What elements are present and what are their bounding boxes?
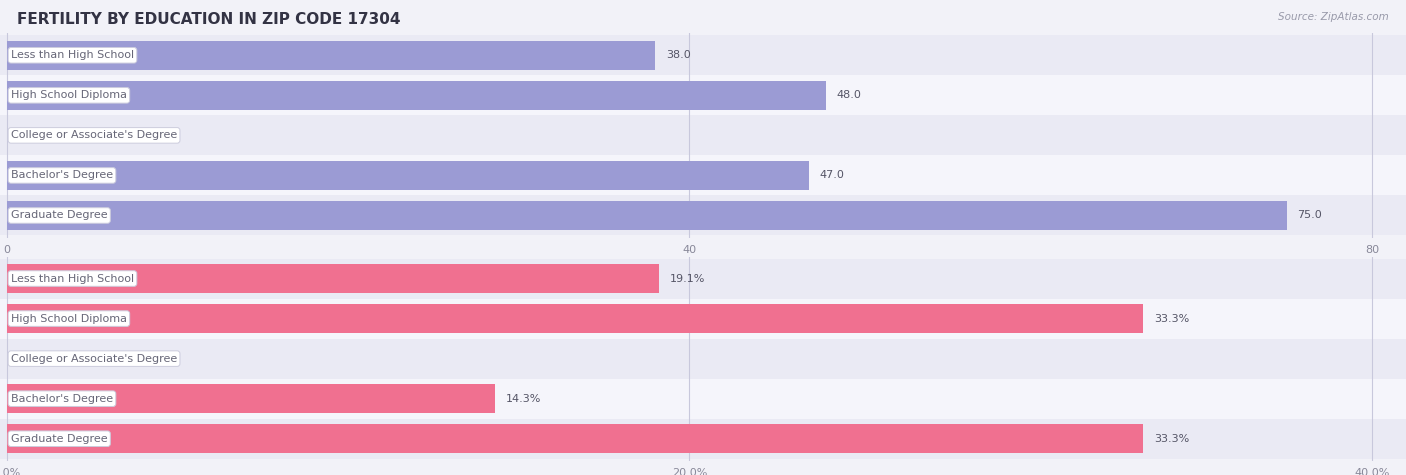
Bar xyxy=(7,41,655,70)
Bar xyxy=(7,81,825,110)
Bar xyxy=(7,201,1286,230)
Bar xyxy=(0,155,1406,195)
Text: 19.1%: 19.1% xyxy=(669,274,704,284)
Bar xyxy=(7,384,495,413)
Text: 48.0: 48.0 xyxy=(837,90,862,100)
Text: High School Diploma: High School Diploma xyxy=(11,314,127,323)
Bar xyxy=(0,299,1406,339)
Text: 75.0: 75.0 xyxy=(1298,210,1322,220)
Text: 33.3%: 33.3% xyxy=(1154,314,1189,323)
Text: Graduate Degree: Graduate Degree xyxy=(11,434,107,444)
Text: 47.0: 47.0 xyxy=(820,171,845,180)
Bar xyxy=(0,35,1406,76)
Text: 0.0: 0.0 xyxy=(18,130,35,141)
Text: College or Associate's Degree: College or Associate's Degree xyxy=(11,353,177,364)
Text: FERTILITY BY EDUCATION IN ZIP CODE 17304: FERTILITY BY EDUCATION IN ZIP CODE 17304 xyxy=(17,12,401,27)
Text: 38.0: 38.0 xyxy=(666,50,690,60)
Text: 33.3%: 33.3% xyxy=(1154,434,1189,444)
Text: Less than High School: Less than High School xyxy=(11,274,134,284)
Bar xyxy=(0,258,1406,299)
Bar xyxy=(7,424,1143,453)
Text: College or Associate's Degree: College or Associate's Degree xyxy=(11,130,177,141)
Bar xyxy=(7,161,808,190)
Text: Bachelor's Degree: Bachelor's Degree xyxy=(11,394,112,404)
Text: Graduate Degree: Graduate Degree xyxy=(11,210,107,220)
Text: 0.0%: 0.0% xyxy=(18,353,46,364)
Bar xyxy=(0,379,1406,418)
Bar xyxy=(0,115,1406,155)
Text: High School Diploma: High School Diploma xyxy=(11,90,127,100)
Text: Source: ZipAtlas.com: Source: ZipAtlas.com xyxy=(1278,12,1389,22)
Text: Bachelor's Degree: Bachelor's Degree xyxy=(11,171,112,180)
Text: 14.3%: 14.3% xyxy=(506,394,541,404)
Bar xyxy=(0,195,1406,236)
Bar xyxy=(7,264,658,293)
Text: Less than High School: Less than High School xyxy=(11,50,134,60)
Bar xyxy=(7,304,1143,333)
Bar xyxy=(0,339,1406,379)
Bar xyxy=(0,418,1406,459)
Bar xyxy=(0,76,1406,115)
